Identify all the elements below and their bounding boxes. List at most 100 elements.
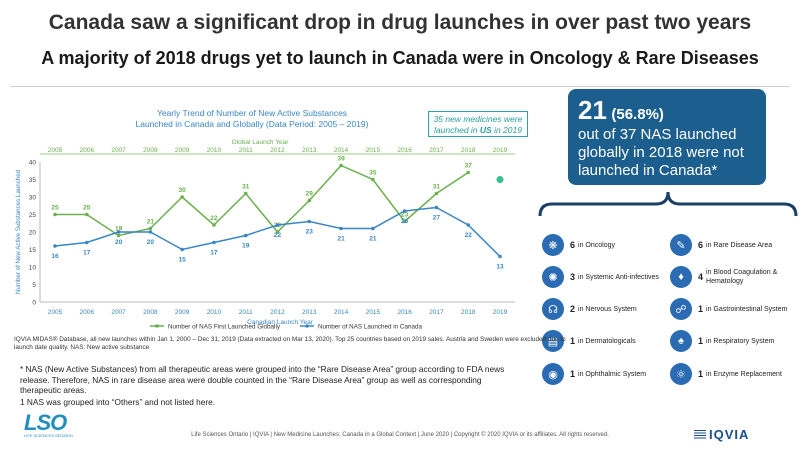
top-tick-label: 2005 <box>48 147 63 154</box>
eye-icon: ◉ <box>542 363 564 385</box>
rare-disease-icon: ✎ <box>670 234 692 256</box>
x-tick-label: 2016 <box>397 309 412 316</box>
x-tick-label: 2017 <box>429 309 444 316</box>
category-nervous: ☊ 2 in Nervous System <box>542 296 637 322</box>
top-tick-label: 2012 <box>270 147 285 154</box>
category-label: in Rare Disease Area <box>706 241 773 249</box>
legend-label: Number of NAS First Launched Globally <box>168 324 281 331</box>
x-tick-label: 2006 <box>80 309 95 316</box>
blood-icon: ♦ <box>670 266 692 288</box>
us-2019-point <box>496 176 504 183</box>
data-point <box>116 233 121 238</box>
y-tick-label: 35 <box>29 177 37 184</box>
iqvia-logo: IQVIA <box>694 427 749 442</box>
data-label: 21 <box>337 236 345 243</box>
data-label: 22 <box>210 215 218 222</box>
category-label: in Nervous System <box>578 305 637 313</box>
top-tick-label: 2019 <box>493 147 508 154</box>
x-tick-label: 2019 <box>493 309 508 316</box>
anti-infectives-icon: ✺ <box>542 266 564 288</box>
top-tick-label: 2015 <box>366 147 381 154</box>
x-tick-label: 2012 <box>270 309 285 316</box>
lso-logo: LSO LIFE SCIENCES ONTARIO <box>24 410 80 444</box>
info-line-2: globally in 2018 were not <box>578 144 744 161</box>
data-label: 20 <box>147 239 155 246</box>
top-tick-label: 2018 <box>461 147 476 154</box>
y-tick-label: 0 <box>32 300 36 307</box>
data-label: 15 <box>179 257 187 264</box>
top-tick-label: 2008 <box>143 147 158 154</box>
x-tick-label: 2007 <box>111 309 126 316</box>
page-footer: Life Sciences Ontario | IQVIA | New Medi… <box>191 432 609 438</box>
top-tick-label: 2010 <box>207 147 222 154</box>
category-label: in Gastrointestinal System <box>706 305 788 313</box>
info-big-number: 21 <box>578 95 607 125</box>
data-label: 25 <box>51 205 59 212</box>
legend-label: Number of NAS Launched in Canada <box>318 324 422 331</box>
source-note: IQVIA MIDAS® Database, all new launches … <box>14 336 566 351</box>
x-tick-label: 2018 <box>461 309 476 316</box>
category-count: 4 <box>698 272 704 282</box>
category-rare-disease: ✎ 6 in Rare Disease Area <box>670 232 772 258</box>
oncology-icon: ❋ <box>542 234 564 256</box>
category-respiratory: ♠ 1 in Respiratory System <box>670 328 774 354</box>
top-tick-label: 2016 <box>397 147 412 154</box>
y-tick-label: 25 <box>29 212 37 219</box>
category-count: 6 <box>570 240 576 250</box>
data-point <box>307 198 312 203</box>
category-enzyme: ⚛ 1 in Enzyme Replacement <box>670 361 782 387</box>
callout-line2-pre: launched in <box>434 125 480 135</box>
y-tick-label: 40 <box>29 160 37 167</box>
category-label: in Systemic Anti-infectives <box>578 273 659 281</box>
data-label: 39 <box>337 156 345 163</box>
category-blood: ♦ 4 in Blood Coagulation & Hematology <box>670 264 777 290</box>
data-label: 35 <box>369 170 377 177</box>
data-label: 30 <box>179 187 187 194</box>
top-tick-label: 2007 <box>111 147 126 154</box>
data-point <box>148 230 153 234</box>
category-oncology: ❋ 6 in Oncology <box>542 232 615 258</box>
lungs-icon: ♠ <box>670 330 692 352</box>
callout-line1: 35 new medicines were <box>433 114 523 124</box>
x-tick-label: 2013 <box>302 309 317 316</box>
data-label: 31 <box>433 184 441 191</box>
info-box: 21 (56.8%) out of 37 NAS launched global… <box>568 89 766 185</box>
category-ophthalmic: ◉ 1 in Ophthalmic System <box>542 361 646 387</box>
category-count: 3 <box>570 272 576 282</box>
x-tick-label: 2008 <box>143 309 158 316</box>
y-tick-label: 10 <box>29 265 37 272</box>
data-point <box>243 191 248 196</box>
data-label: 29 <box>306 191 314 198</box>
iqvia-logo-text: IQVIA <box>709 427 750 442</box>
data-label: 17 <box>83 250 91 257</box>
data-point <box>148 226 153 231</box>
category-label-line1: in Blood Coagulation & <box>706 269 778 276</box>
data-point <box>402 219 407 224</box>
category-label: in Blood Coagulation & Hematology <box>706 268 777 286</box>
data-point <box>180 195 184 199</box>
data-label: 23 <box>306 229 314 236</box>
legend-marker <box>155 324 159 328</box>
x-axis-title: Canadian Launch Year <box>247 319 314 326</box>
data-point <box>53 244 57 248</box>
data-label: 26 <box>401 218 409 225</box>
data-point <box>116 230 121 234</box>
data-point <box>212 223 216 227</box>
category-gastrointestinal: ☍ 1 in Gastrointestinal System <box>670 296 787 322</box>
iqvia-bars-icon <box>694 430 706 440</box>
data-point <box>434 191 439 196</box>
data-point <box>275 230 280 234</box>
category-count: 6 <box>698 240 704 250</box>
data-label: 31 <box>242 184 250 191</box>
data-label: 13 <box>496 264 504 271</box>
chart-title-line: Yearly Trend of Number of New Active Sub… <box>157 108 347 118</box>
data-point <box>212 240 216 245</box>
info-percent: (56.8%) <box>611 106 664 123</box>
top-tick-label: 2013 <box>302 147 317 154</box>
y-tick-label: 15 <box>29 247 37 254</box>
y-tick-label: 5 <box>32 282 36 289</box>
category-count: 1 <box>570 369 576 379</box>
nas-trend-chart: Yearly Trend of Number of New Active Sub… <box>15 108 515 331</box>
category-count: 2 <box>570 304 576 314</box>
enzyme-icon: ⚛ <box>670 363 692 385</box>
